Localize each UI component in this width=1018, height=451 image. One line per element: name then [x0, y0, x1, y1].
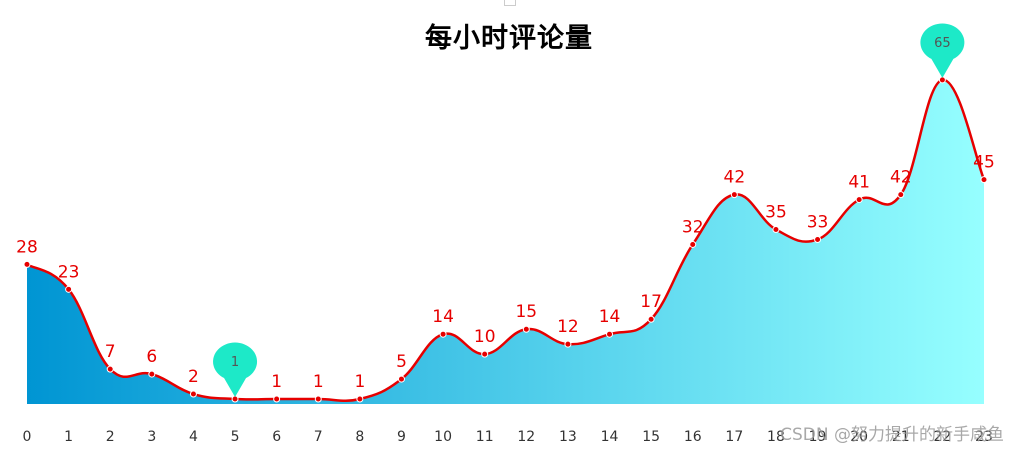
data-point[interactable]: [897, 191, 905, 199]
data-point[interactable]: [730, 191, 738, 199]
x-tick-label: 4: [189, 429, 198, 445]
x-tick-label: 21: [892, 429, 910, 445]
point-layer: [23, 76, 988, 403]
data-point[interactable]: [23, 260, 31, 268]
data-point[interactable]: [772, 226, 780, 233]
data-point[interactable]: [439, 330, 447, 338]
data-point[interactable]: [314, 395, 322, 403]
data-point[interactable]: [148, 370, 156, 378]
data-point[interactable]: [356, 395, 364, 403]
data-label: 6: [146, 347, 157, 367]
data-label: 14: [599, 307, 621, 327]
x-tick-label: 19: [809, 429, 827, 445]
x-axis-ticks: 0 1 2 3 4 5 6 7 8 9 10 11 12 13 14 15 16 17 18 19 20 21 22 23: [23, 429, 993, 445]
data-label: 1: [354, 372, 365, 392]
data-label: 41: [848, 173, 870, 193]
data-point[interactable]: [855, 196, 863, 204]
data-point[interactable]: [606, 330, 614, 338]
x-tick-label: 15: [642, 429, 660, 445]
x-tick-label: 1: [64, 429, 73, 445]
data-point[interactable]: [189, 390, 197, 398]
data-point[interactable]: [65, 285, 73, 293]
max-marker-label: 65: [934, 36, 951, 51]
data-point[interactable]: [522, 325, 530, 333]
data-point[interactable]: [564, 340, 572, 348]
data-label: 23: [58, 262, 80, 282]
x-tick-label: 2: [106, 429, 115, 445]
x-tick-label: 9: [397, 429, 406, 445]
data-label: 32: [682, 217, 704, 237]
data-label: 1: [271, 372, 282, 392]
x-tick-label: 5: [231, 429, 240, 445]
data-point[interactable]: [980, 176, 988, 184]
x-tick-label: 23: [975, 429, 993, 445]
data-point[interactable]: [647, 315, 655, 323]
data-point[interactable]: [814, 235, 822, 243]
x-tick-label: 22: [933, 429, 951, 445]
data-point[interactable]: [397, 375, 405, 383]
data-point[interactable]: [481, 350, 489, 358]
data-label: 14: [432, 307, 454, 327]
data-label: 2: [188, 367, 199, 387]
min-marker[interactable]: 1: [213, 342, 258, 398]
x-tick-label: 0: [23, 429, 32, 445]
data-point[interactable]: [106, 365, 114, 373]
max-marker[interactable]: 65: [920, 23, 965, 78]
x-tick-label: 16: [684, 429, 702, 445]
data-label: 28: [16, 237, 38, 257]
x-tick-label: 7: [314, 429, 323, 445]
x-tick-label: 6: [272, 429, 281, 445]
data-label: 35: [765, 203, 787, 223]
min-marker-shape: [213, 342, 258, 398]
x-tick-label: 18: [767, 429, 785, 445]
min-marker-label: 1: [231, 355, 239, 370]
x-tick-label: 13: [559, 429, 577, 445]
data-label: 12: [557, 317, 579, 337]
area-layer: [27, 79, 984, 405]
data-label: 42: [890, 168, 912, 188]
x-tick-label: 20: [850, 429, 868, 445]
data-point[interactable]: [273, 395, 281, 403]
x-tick-label: 3: [147, 429, 156, 445]
watermark: CSDN @努力提升的新手咸鱼: [780, 425, 1004, 445]
marker-layer: 65 1: [213, 23, 965, 398]
max-marker-shape: [920, 23, 965, 78]
data-label: 17: [640, 292, 662, 312]
area-fill: [27, 79, 984, 405]
x-tick-label: 12: [517, 429, 535, 445]
data-point[interactable]: [689, 240, 697, 248]
data-label: 1: [313, 372, 324, 392]
top-handle-mark: [504, 0, 516, 6]
x-tick-label: 11: [476, 429, 494, 445]
data-label: 10: [474, 327, 496, 347]
chart-title: 每小时评论量: [425, 23, 593, 54]
data-label: 33: [807, 212, 829, 232]
x-tick-label: 8: [355, 429, 364, 445]
x-tick-label: 17: [725, 429, 743, 445]
data-label: 5: [396, 352, 407, 372]
x-tick-label: 14: [601, 429, 619, 445]
x-tick-label: 10: [434, 429, 452, 445]
data-label: 7: [105, 342, 116, 362]
data-label: 15: [515, 302, 537, 322]
data-label: 42: [724, 168, 746, 188]
data-label: 45: [973, 153, 995, 173]
